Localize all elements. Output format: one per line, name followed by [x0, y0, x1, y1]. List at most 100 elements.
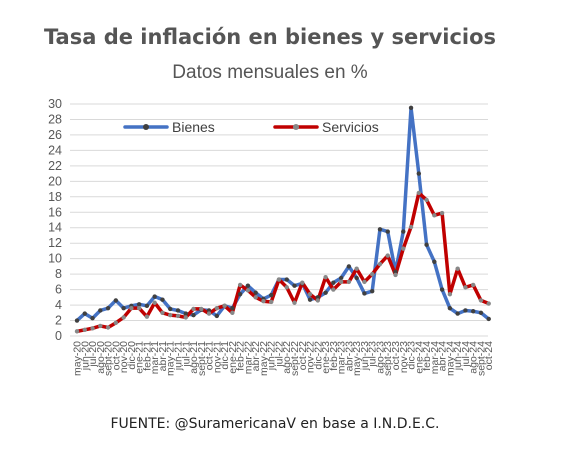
data-point-servicios: [245, 288, 251, 293]
x-tick-label: jun-21: [172, 341, 184, 371]
data-point-servicios: [284, 285, 289, 290]
data-point-bienes: [269, 292, 274, 298]
x-tick-label: oct-21: [204, 341, 216, 370]
data-point-bienes: [191, 312, 196, 318]
data-point-bienes: [432, 259, 437, 264]
data-point-bienes: [346, 264, 352, 269]
legend: Bienes Servicios: [123, 119, 379, 135]
data-point-servicios: [144, 314, 150, 319]
x-tick-label: dic-21: [219, 341, 231, 370]
x-tick-label: jul-22: [273, 341, 285, 368]
x-tick-label: feb-22: [235, 341, 247, 371]
data-point-servicios: [362, 279, 367, 285]
data-point-bienes: [416, 171, 422, 176]
x-tick-label: sept-21: [196, 341, 208, 376]
x-tick-label: ago-23: [374, 341, 386, 374]
x-tick-label: dic-20: [126, 341, 138, 370]
series-line-bienes: [75, 106, 491, 323]
data-point-servicios: [470, 282, 476, 288]
x-tick-label: ene-23: [320, 341, 332, 374]
data-point-bienes: [354, 275, 359, 281]
data-point-servicios: [393, 272, 398, 278]
legend-marker-servicios: [293, 124, 299, 130]
data-point-servicios: [377, 261, 383, 267]
data-point-bienes: [424, 242, 429, 247]
data-point-servicios: [253, 295, 258, 300]
data-point-bienes: [245, 283, 251, 288]
data-point-servicios: [214, 305, 220, 311]
x-tick-label: jun-20: [79, 341, 91, 371]
data-point-bienes: [206, 308, 212, 313]
y-tick-label: 24: [48, 143, 62, 157]
data-point-servicios: [408, 224, 414, 230]
data-point-bienes: [175, 308, 181, 313]
x-tick-label: mar-23: [336, 341, 348, 374]
x-tick-label: oct-24: [483, 341, 495, 370]
y-tick-label: 16: [48, 205, 62, 219]
data-point-servicios: [237, 282, 243, 288]
chart-subtitle: Datos mensuales en %: [172, 62, 367, 83]
x-tick-label: abr-21: [157, 341, 169, 372]
data-point-bienes: [470, 309, 476, 314]
data-point-servicios: [432, 213, 437, 218]
x-tick-label: abr-24: [437, 341, 449, 372]
data-point-servicios: [276, 277, 282, 282]
data-point-bienes: [230, 305, 235, 311]
data-point-bienes: [331, 280, 336, 285]
x-tick-label: jul-23: [367, 341, 379, 368]
data-point-servicios: [486, 301, 491, 306]
data-point-servicios: [478, 298, 484, 303]
data-point-bienes: [401, 229, 406, 234]
data-point-bienes: [362, 291, 367, 296]
x-tick-label: oct-20: [110, 341, 122, 370]
data-point-servicios: [323, 275, 328, 280]
data-point-bienes: [455, 311, 460, 316]
x-tick-label: feb-23: [328, 341, 340, 371]
data-point-bienes: [160, 297, 165, 302]
data-point-servicios: [222, 303, 227, 309]
x-tick-label: mar-21: [149, 341, 161, 374]
data-point-bienes: [168, 306, 173, 312]
data-point-bienes: [136, 302, 142, 307]
data-point-bienes: [74, 318, 80, 323]
x-tick-label: abr-22: [250, 341, 262, 372]
x-tick-label: feb-24: [421, 341, 433, 371]
data-point-bienes: [338, 275, 344, 281]
data-point-servicios: [424, 197, 429, 203]
data-point-bienes: [90, 316, 95, 321]
x-tick-label: nov-21: [211, 341, 223, 373]
x-tick-label: nov-23: [398, 341, 410, 373]
legend-label-servicios: Servicios: [322, 119, 379, 135]
x-tick-label: jun-24: [452, 341, 464, 371]
series-line-servicios: [75, 191, 491, 334]
data-point-servicios: [113, 320, 119, 326]
data-point-bienes: [439, 287, 445, 292]
data-point-servicios: [230, 310, 235, 315]
data-point-bienes: [98, 308, 103, 313]
data-point-servicios: [206, 311, 212, 316]
x-tick-label: sept-20: [103, 341, 115, 376]
data-point-servicios: [183, 315, 188, 320]
data-point-servicios: [300, 280, 305, 285]
y-tick-label: 4: [55, 298, 62, 312]
data-point-bienes: [105, 305, 111, 311]
data-point-servicios: [129, 305, 134, 311]
x-tick-label: sept-22: [289, 341, 301, 376]
data-point-servicios: [168, 312, 173, 318]
data-point-bienes: [214, 313, 220, 319]
data-point-servicios: [261, 299, 266, 304]
legend-marker-bienes: [143, 124, 149, 130]
x-tick-label: may-24: [444, 341, 456, 376]
data-point-servicios: [152, 300, 157, 305]
data-point-servicios: [292, 300, 297, 305]
x-tick-label: ene-21: [134, 341, 146, 374]
data-point-servicios: [307, 292, 313, 297]
x-tick-label: may-20: [72, 341, 84, 376]
data-point-bienes: [121, 305, 126, 311]
data-point-servicios: [315, 298, 321, 303]
y-tick-label: 8: [55, 267, 62, 281]
x-tick-label: may-22: [258, 341, 270, 376]
data-point-bienes: [183, 311, 188, 316]
